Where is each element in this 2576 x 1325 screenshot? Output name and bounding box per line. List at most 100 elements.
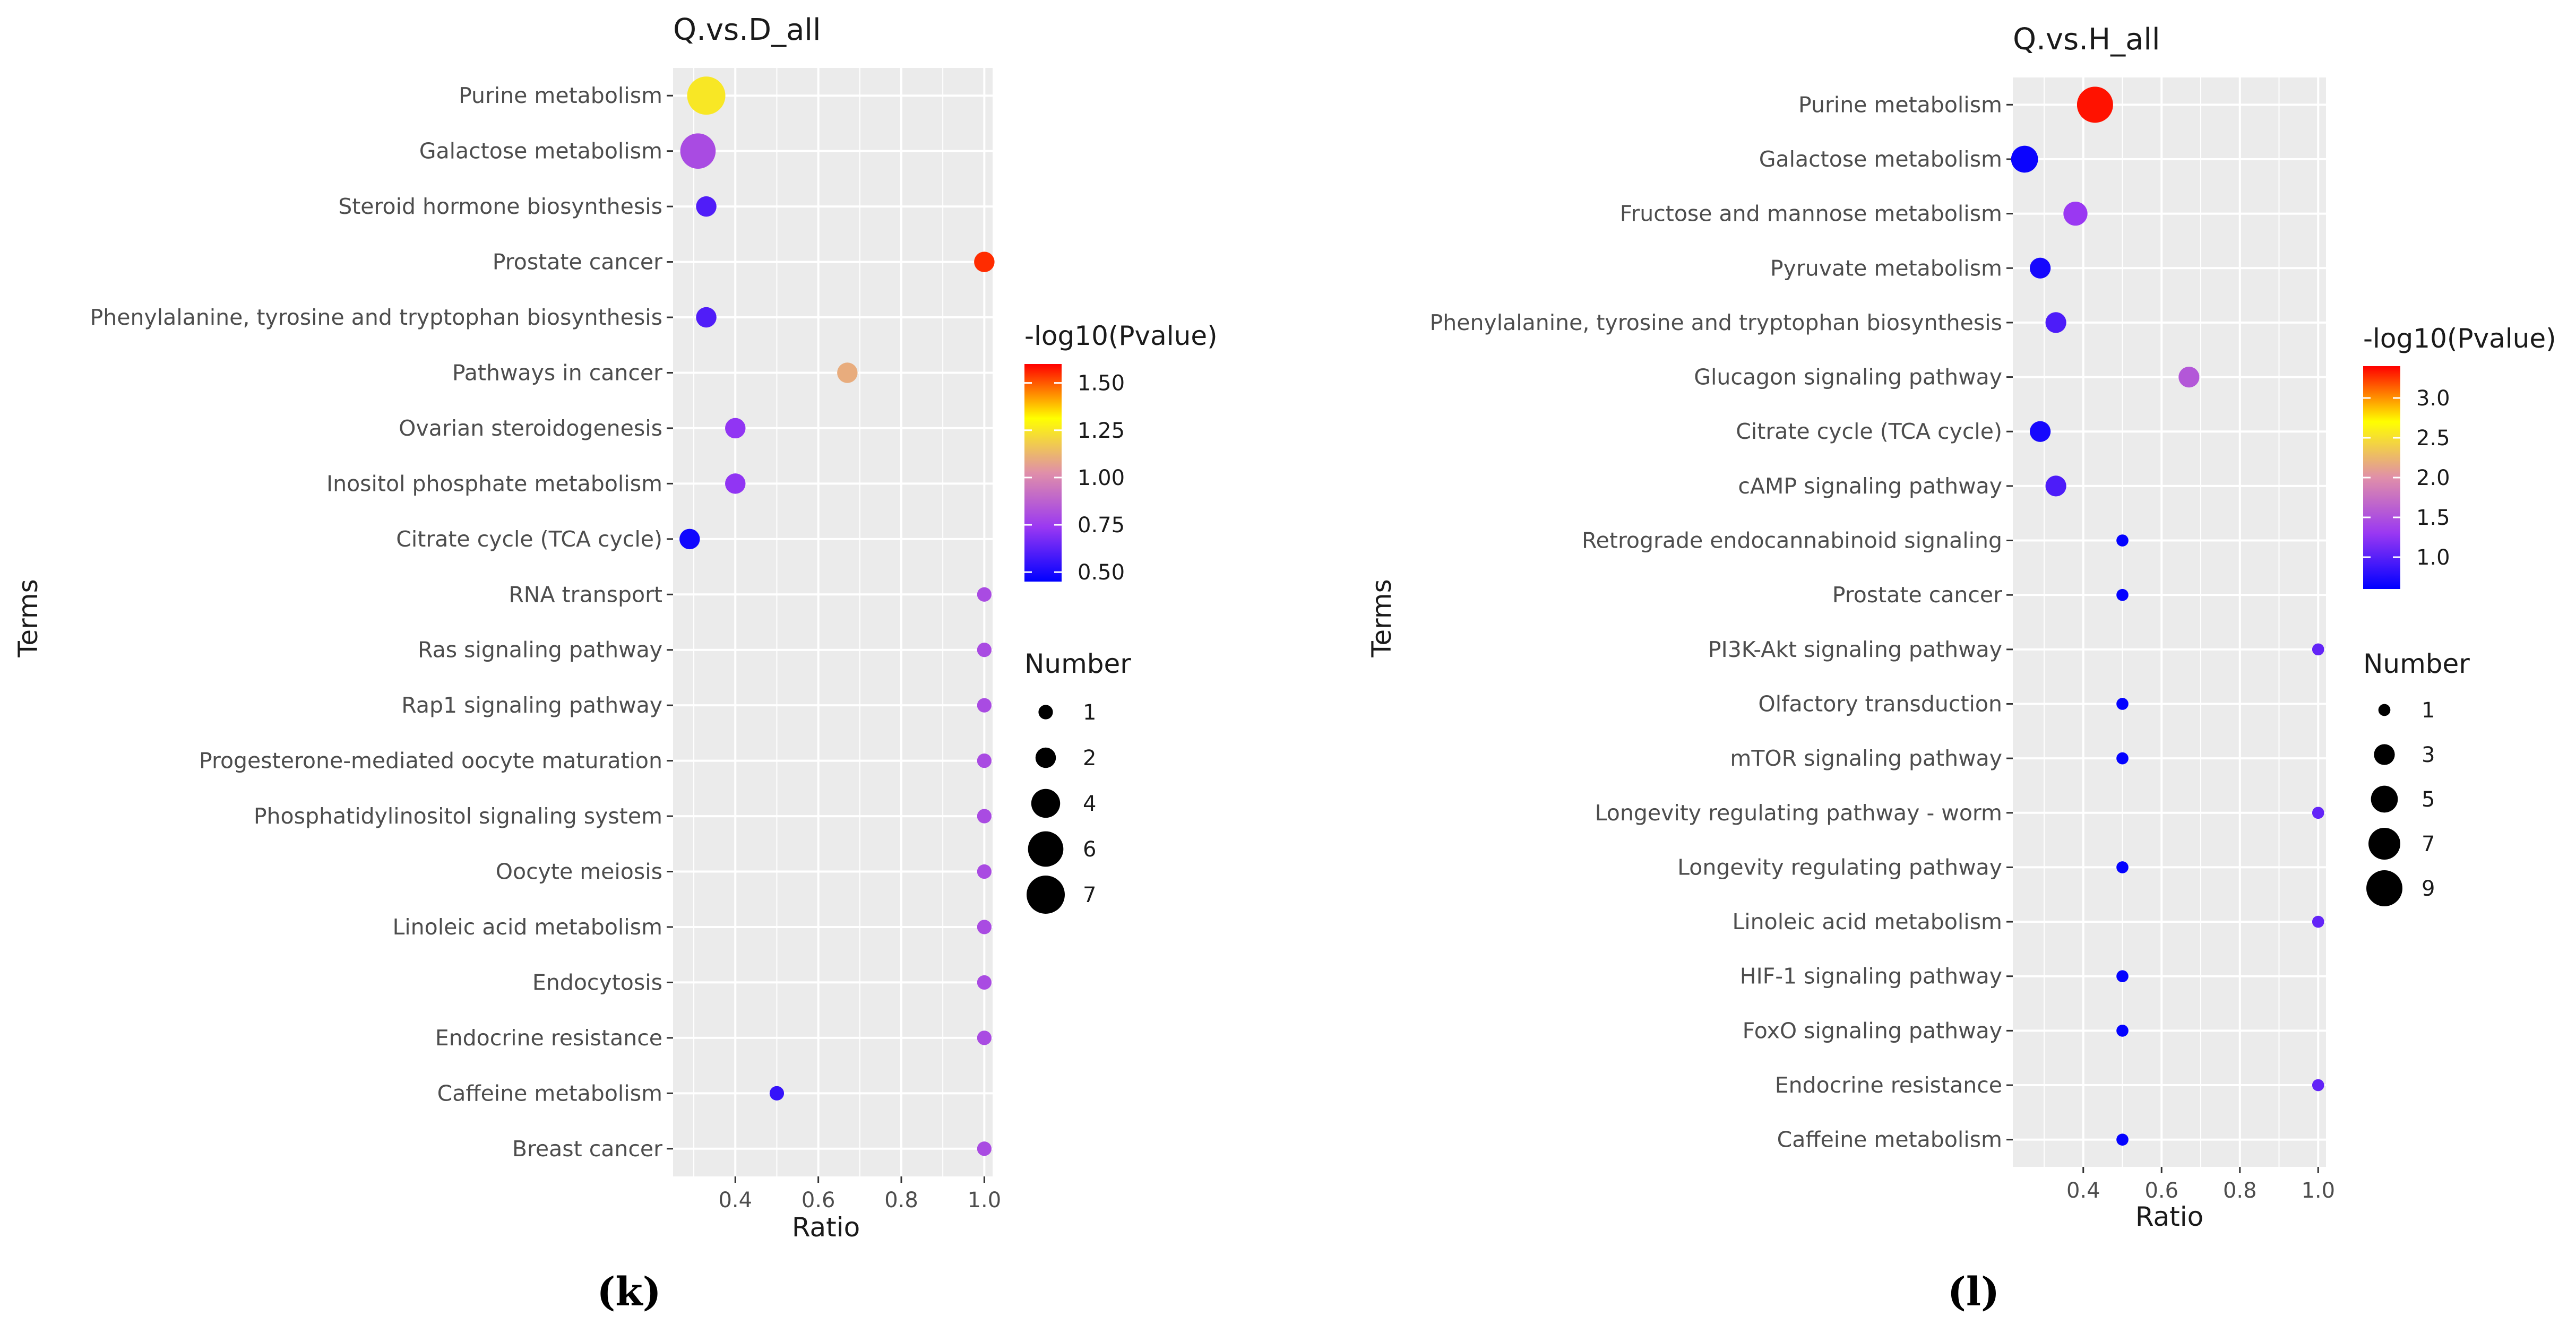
- data-point: [2045, 312, 2066, 333]
- term-label: Longevity regulating pathway: [1677, 854, 2002, 880]
- data-point: [2116, 1133, 2129, 1146]
- panel-caption: (k): [597, 1269, 661, 1315]
- term-label: Phenylalanine, tyrosine and tryptophan b…: [90, 305, 662, 330]
- data-point: [2312, 807, 2324, 819]
- data-point: [977, 754, 992, 768]
- colorbar-tick-label: 1.5: [2416, 506, 2450, 530]
- term-label: Fructose and mannose metabolism: [1620, 201, 2002, 227]
- term-label: Oocyte meiosis: [496, 859, 662, 885]
- color-legend: -log10(Pvalue) 0.50 0.75 1.00 1.25 1.50: [1024, 321, 1218, 585]
- data-point: [2312, 915, 2324, 928]
- term-label: FoxO signaling pathway: [1743, 1018, 2002, 1043]
- data-point: [2116, 698, 2129, 710]
- data-point: [2116, 970, 2129, 983]
- size-legend-key: [2366, 870, 2402, 906]
- plot-panel: [673, 68, 993, 1176]
- data-point: [2045, 475, 2066, 497]
- size-legend-key: [1028, 831, 1064, 867]
- data-point: [725, 473, 746, 494]
- size-legend-key: [1027, 876, 1065, 914]
- color-legend: -log10(Pvalue) 1.0 1.5 2.0 2.5 3.0: [2363, 323, 2556, 589]
- colorbar-tick-label: 3.0: [2416, 386, 2450, 411]
- data-point: [769, 1086, 785, 1101]
- data-point: [2029, 257, 2051, 279]
- data-point: [977, 698, 992, 713]
- panel-k: 0.4 0.6 0.8 1.0 Purine metabolism Galactose m…: [13, 13, 1218, 1315]
- term-label: Pyruvate metabolism: [1770, 255, 2002, 281]
- data-point: [977, 587, 992, 602]
- term-label: PI3K-Akt signaling pathway: [1708, 637, 2002, 662]
- term-label: Longevity regulating pathway - worm: [1595, 800, 2002, 826]
- size-legend-key: [1035, 747, 1056, 768]
- data-point: [977, 864, 992, 879]
- term-label: Glucagon signaling pathway: [1694, 365, 2002, 390]
- term-label: Retrograde endocannabinoid signaling: [1582, 528, 2002, 553]
- x-tick-label: 0.4: [2066, 1179, 2100, 1203]
- term-label: Purine metabolism: [459, 83, 662, 108]
- term-label: Phosphatidylinositol signaling system: [254, 803, 662, 829]
- size-legend-label: 1: [1083, 700, 1096, 725]
- term-label: cAMP signaling pathway: [1738, 473, 2002, 499]
- size-legend-title: Number: [1024, 648, 1131, 679]
- data-point: [2312, 1079, 2324, 1092]
- colorbar-tick-label: 0.75: [1078, 513, 1125, 538]
- term-label: Caffeine metabolism: [1777, 1127, 2002, 1153]
- size-legend-label: 3: [2422, 743, 2435, 767]
- data-point: [977, 975, 992, 990]
- size-legend-label: 5: [2422, 787, 2435, 812]
- size-legend-label: 7: [1083, 883, 1096, 907]
- data-point: [687, 76, 726, 115]
- size-legend-key: [2378, 704, 2391, 716]
- color-legend-title: -log10(Pvalue): [1024, 321, 1218, 351]
- data-point: [837, 362, 858, 383]
- colorbar-tick-label: 1.00: [1078, 466, 1125, 490]
- data-point: [977, 643, 992, 657]
- term-label: Steroid hormone biosynthesis: [338, 194, 662, 219]
- size-legend-label: 7: [2422, 832, 2435, 856]
- size-legend-key: [2371, 785, 2398, 813]
- data-point: [2029, 421, 2051, 442]
- size-legend-key: [2368, 828, 2400, 860]
- data-point: [977, 1030, 992, 1045]
- term-label: Pathways in cancer: [452, 360, 662, 385]
- term-label: Prostate cancer: [493, 249, 662, 275]
- y-axis-label: Terms: [13, 579, 44, 657]
- data-point: [2077, 86, 2113, 123]
- colorbar-tick-label: 2.0: [2416, 466, 2450, 490]
- data-point: [680, 133, 716, 169]
- panel-caption: (l): [1948, 1269, 2000, 1315]
- term-label: Ovarian steroidogenesis: [399, 415, 662, 441]
- size-legend-key: [1031, 789, 1061, 818]
- colorbar: [1024, 364, 1062, 582]
- data-point: [2116, 861, 2129, 873]
- term-label: Citrate cycle (TCA cycle): [396, 526, 662, 552]
- panel-l: 0.4 0.6 0.8 1.0 Purine metabolism Galactose m…: [1366, 22, 2556, 1315]
- term-label: Endocrine resistance: [435, 1025, 662, 1051]
- colorbar-tick-label: 1.0: [2416, 545, 2450, 570]
- data-point: [696, 196, 717, 217]
- term-label: Linoleic acid metabolism: [392, 914, 662, 940]
- data-point: [977, 1141, 992, 1156]
- term-label: HIF-1 signaling pathway: [1740, 964, 2002, 989]
- data-point: [2011, 145, 2038, 173]
- term-label: Caffeine metabolism: [437, 1080, 662, 1106]
- data-point: [2116, 534, 2129, 547]
- chart-title: Q.vs.D_all: [673, 13, 821, 47]
- term-label: Citrate cycle (TCA cycle): [1736, 419, 2002, 444]
- x-tick-label: 0.8: [2223, 1179, 2257, 1203]
- size-legend: Number 1 2 4 6 7: [1024, 648, 1131, 914]
- y-axis-label: Terms: [1366, 579, 1397, 657]
- colorbar-tick-label: 1.50: [1078, 371, 1125, 396]
- term-label: Ras signaling pathway: [418, 637, 662, 663]
- term-label: Galactose metabolism: [419, 138, 662, 164]
- data-point: [2116, 1025, 2129, 1037]
- x-tick-label: 0.6: [2144, 1179, 2178, 1203]
- x-tick-label: 0.4: [718, 1188, 752, 1213]
- data-point: [2116, 752, 2129, 765]
- x-axis-label: Ratio: [792, 1212, 860, 1243]
- term-label: Olfactory transduction: [1758, 691, 2002, 716]
- colorbar-tick-label: 1.25: [1078, 419, 1125, 443]
- size-legend-title: Number: [2363, 648, 2470, 679]
- term-label: Prostate cancer: [1832, 582, 2002, 608]
